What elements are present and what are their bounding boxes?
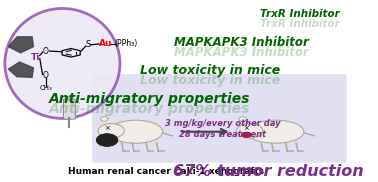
Text: (PPh₃): (PPh₃) [114, 39, 138, 48]
Text: Au: Au [99, 39, 112, 48]
FancyBboxPatch shape [64, 99, 75, 119]
Text: S: S [85, 40, 90, 49]
Polygon shape [8, 62, 34, 77]
Ellipse shape [98, 124, 124, 138]
Ellipse shape [108, 120, 163, 143]
Text: Anti-migratory properties: Anti-migratory properties [50, 92, 251, 106]
Text: Ti: Ti [31, 53, 40, 62]
Text: TrxR Inhibitor: TrxR Inhibitor [260, 9, 340, 19]
Ellipse shape [96, 134, 118, 147]
Ellipse shape [239, 117, 246, 121]
Text: MAPKAPK3 Inhibitor: MAPKAPK3 Inhibitor [174, 36, 308, 49]
Ellipse shape [101, 117, 108, 121]
Circle shape [241, 132, 252, 137]
Text: Low toxicity in mice: Low toxicity in mice [140, 74, 280, 87]
Text: MAPKAPK3 Inhibitor: MAPKAPK3 Inhibitor [174, 46, 308, 59]
Text: O: O [43, 71, 49, 80]
Text: ×: × [243, 126, 248, 132]
Text: Low toxicity in mice: Low toxicity in mice [140, 64, 280, 77]
Text: CH₃: CH₃ [40, 85, 53, 91]
FancyBboxPatch shape [92, 74, 347, 163]
Text: TrxR Inhibitor: TrxR Inhibitor [260, 19, 340, 29]
Text: O: O [43, 47, 49, 56]
Text: Anti-migratory properties: Anti-migratory properties [50, 102, 251, 116]
Text: ×: × [104, 126, 110, 132]
FancyBboxPatch shape [66, 96, 73, 100]
Ellipse shape [246, 120, 304, 143]
Ellipse shape [5, 9, 120, 118]
Ellipse shape [237, 124, 263, 138]
Text: Human renal cancer Caki-1 xenografts: Human renal cancer Caki-1 xenografts [68, 167, 264, 176]
Text: 67% tumor reduction: 67% tumor reduction [173, 164, 364, 179]
Text: 3 mg/kg/every other day
28 days treatment: 3 mg/kg/every other day 28 days treatmen… [165, 119, 280, 139]
Polygon shape [8, 37, 34, 53]
